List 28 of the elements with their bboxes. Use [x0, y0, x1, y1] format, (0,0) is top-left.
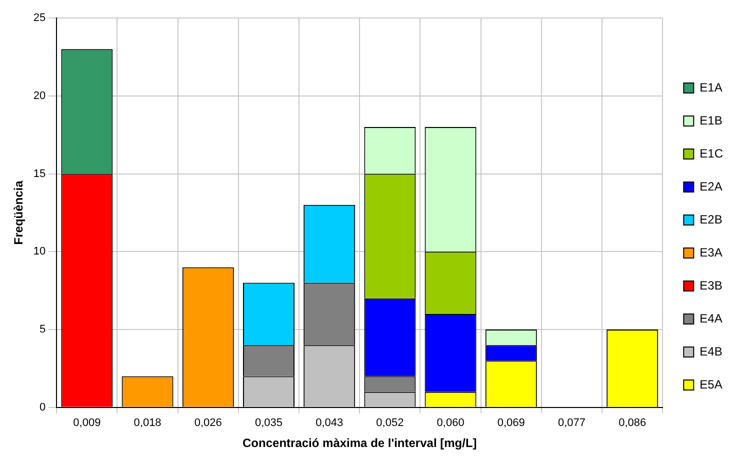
y-tick-label: 10 [33, 246, 46, 258]
x-tick-label: 0,043 [316, 417, 344, 430]
legend-label: E3B [700, 278, 722, 292]
x-tick-label: 0,035 [254, 417, 283, 430]
y-tick-label: 5 [40, 324, 46, 336]
x-tick-label: 0,018 [134, 417, 162, 430]
y-tick-label: 25 [33, 12, 46, 24]
legend-label: E2B [700, 212, 722, 226]
legend-label: E1C [700, 146, 724, 160]
y-tick-label: 15 [33, 168, 46, 180]
legend-label: E3A [700, 245, 722, 260]
x-tick-label: 0,052 [376, 417, 404, 430]
legend-label: E4B [700, 344, 722, 358]
x-axis-title: Concentració màxima de l'interval [mg/L] [242, 436, 477, 450]
legend-label: E1A [700, 80, 722, 94]
x-tick-label: 0,077 [558, 417, 586, 430]
x-tick-label: 0,060 [436, 417, 464, 430]
legend-label: E1B [700, 113, 722, 128]
legend-label: E2A [700, 179, 722, 194]
y-tick-label: 0 [40, 401, 46, 414]
x-tick-label: 0,026 [194, 417, 222, 430]
legend-label: E5A [700, 377, 722, 392]
x-tick-label: 0,009 [73, 417, 101, 430]
y-axis-title: Freqüència [12, 180, 26, 245]
x-tick-label: 0,069 [497, 417, 525, 430]
legend-label: E4A [700, 311, 722, 326]
y-tick-label: 20 [33, 90, 46, 102]
x-tick-label: 0,086 [618, 417, 646, 430]
